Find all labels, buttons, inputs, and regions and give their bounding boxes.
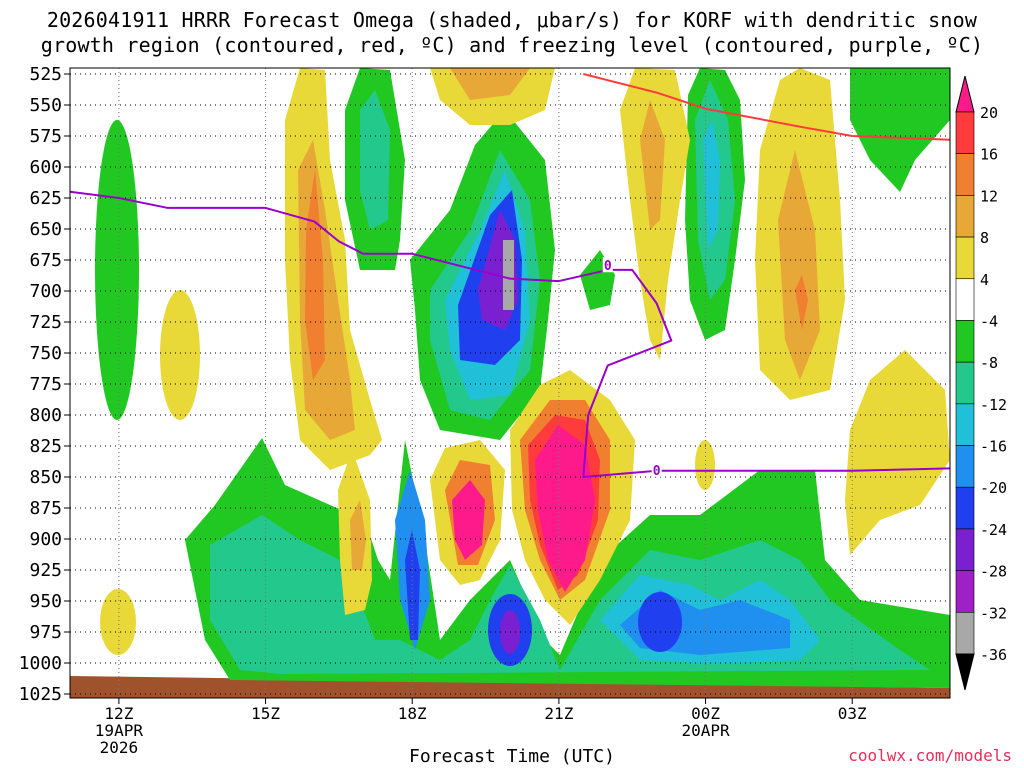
y-tick-label: 675 bbox=[29, 250, 62, 271]
colorbar: 20 16 12 8 4 -4 -8 -12 -16 -20 -24 -28 -32 -36 bbox=[955, 75, 1007, 691]
freezing-level-contour bbox=[69, 190, 951, 478]
y-tick-label: 650 bbox=[29, 219, 62, 240]
freezing-level-label: 0 bbox=[653, 464, 661, 479]
colorbar-swatch bbox=[955, 528, 975, 571]
x-tick-label: 12Z bbox=[104, 704, 133, 723]
y-tick-label: 525 bbox=[29, 64, 62, 85]
chart-title-line2: growth region (contoured, red, ºC) and f… bbox=[40, 33, 984, 57]
colorbar-swatch bbox=[955, 361, 975, 405]
y-tick-label: 625 bbox=[29, 188, 62, 209]
descent-area-right bbox=[845, 350, 950, 555]
colorbar-label: 12 bbox=[980, 187, 998, 205]
dendritic-growth-contour bbox=[583, 73, 951, 141]
y-tick-label: 850 bbox=[29, 467, 62, 488]
colorbar-label: 4 bbox=[980, 271, 989, 289]
ascent-blob-upper-right bbox=[850, 68, 950, 192]
y-tick-label: 825 bbox=[29, 436, 62, 457]
descent-blob-0030z bbox=[695, 440, 715, 490]
descent-top-19z-orange bbox=[450, 68, 530, 100]
descent-column-17z-orange bbox=[350, 500, 366, 570]
x-tick-sublabel: 19APR bbox=[95, 721, 144, 740]
colorbar-label: 16 bbox=[980, 146, 998, 164]
terrain bbox=[70, 676, 950, 698]
x-axis-label: Forecast Time (UTC) bbox=[409, 746, 615, 767]
colorbar-swatch bbox=[955, 320, 975, 363]
contour-label-bg bbox=[651, 461, 662, 477]
x-tick-sublabel: 20APR bbox=[681, 721, 730, 740]
y-tick-label: 550 bbox=[29, 95, 62, 116]
descent-column-02z-core bbox=[795, 275, 808, 330]
colorbar-label: 20 bbox=[980, 104, 998, 122]
colorbar-swatch bbox=[955, 195, 975, 238]
colorbar-swatch bbox=[955, 612, 975, 655]
y-tick-label: 600 bbox=[29, 157, 62, 178]
colorbar-swatch bbox=[955, 570, 975, 613]
colorbar-label: -12 bbox=[980, 396, 1007, 414]
y-tick-label: 950 bbox=[29, 591, 62, 612]
ascent-column-1630z-teal bbox=[360, 90, 390, 230]
y-tick-label: 700 bbox=[29, 281, 62, 302]
colorbar-swatch bbox=[955, 403, 975, 446]
descent-blob-13z bbox=[160, 290, 200, 420]
x-tick-label: 21Z bbox=[544, 704, 573, 723]
contours: 00 bbox=[69, 73, 951, 479]
colorbar-swatch bbox=[955, 111, 975, 154]
x-tick-label: 15Z bbox=[251, 704, 280, 723]
y-tick-label: 875 bbox=[29, 498, 62, 519]
y-tick-label: 575 bbox=[29, 126, 62, 147]
y-axis: 525 550 575 600 625 650 675 700 725 750 775 800 825 8… bbox=[19, 64, 70, 705]
colorbar-top-arrow bbox=[955, 75, 975, 113]
y-tick-label: 1025 bbox=[19, 684, 62, 705]
ascent-column-12z bbox=[95, 120, 139, 420]
colorbar-label: -4 bbox=[980, 312, 998, 330]
y-tick-label: 725 bbox=[29, 312, 62, 333]
y-tick-label: 975 bbox=[29, 622, 62, 643]
x-tick-label: 18Z bbox=[398, 704, 427, 723]
colorbar-swatch bbox=[955, 486, 975, 530]
colorbar-label: -20 bbox=[980, 479, 1007, 497]
colorbar-swatch bbox=[955, 445, 975, 488]
x-tick-label: 00Z bbox=[691, 704, 720, 723]
credit-text: coolwx.com/models bbox=[848, 746, 1012, 765]
colorbar-label: -36 bbox=[980, 646, 1007, 664]
ascent-core-grey bbox=[503, 240, 514, 310]
grid-lines bbox=[70, 68, 950, 698]
chart-title-line1: 2026041911 HRRR Forecast Omega (shaded, … bbox=[46, 8, 978, 32]
y-tick-label: 1000 bbox=[19, 653, 62, 674]
y-tick-label: 775 bbox=[29, 374, 62, 395]
descent-column-02z-orange bbox=[778, 150, 820, 380]
contour-label-bg bbox=[602, 257, 613, 273]
colorbar-swatch bbox=[955, 278, 975, 321]
y-tick-label: 925 bbox=[29, 560, 62, 581]
colorbar-swatch bbox=[955, 236, 975, 280]
colorbar-label: -32 bbox=[980, 604, 1007, 622]
colorbar-label: 8 bbox=[980, 229, 989, 247]
x-tick-label: 03Z bbox=[838, 704, 867, 723]
ascent-column-00z-cyan bbox=[703, 120, 720, 250]
plot-frame bbox=[69, 67, 951, 699]
descent-cell-19z-core bbox=[452, 480, 485, 560]
descent-blob-12z-low bbox=[100, 589, 136, 655]
descent-column-2230z-orange bbox=[640, 100, 665, 230]
y-tick-label: 750 bbox=[29, 343, 62, 364]
ascent-core-00z bbox=[638, 592, 682, 652]
colorbar-bottom-arrow bbox=[955, 653, 975, 691]
descent-column-16z-core bbox=[305, 170, 325, 380]
colorbar-label: -16 bbox=[980, 438, 1007, 456]
freezing-level-label: 0 bbox=[604, 259, 612, 274]
colorbar-label: -8 bbox=[980, 354, 998, 372]
colorbar-swatch bbox=[955, 153, 975, 196]
y-tick-label: 800 bbox=[29, 405, 62, 426]
colorbar-label: -24 bbox=[980, 521, 1007, 539]
x-tick-sublabel: 2026 bbox=[100, 738, 139, 757]
y-tick-label: 900 bbox=[29, 529, 62, 550]
colorbar-label: -28 bbox=[980, 563, 1007, 581]
